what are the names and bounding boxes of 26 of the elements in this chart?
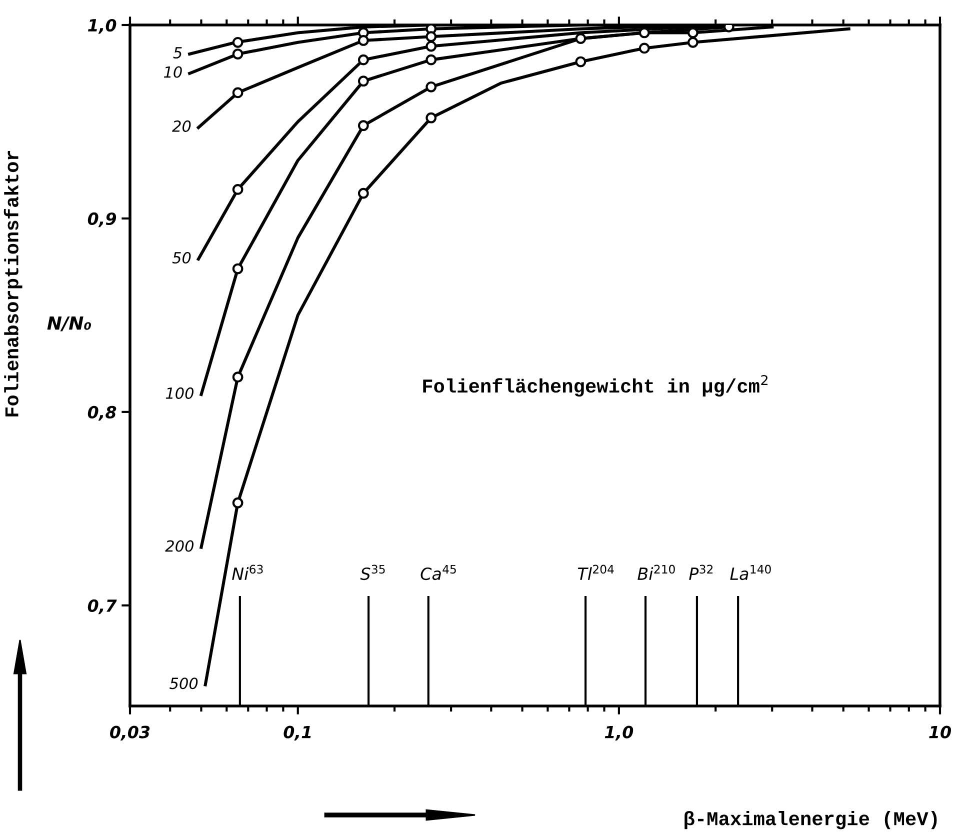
series-label: 200 <box>165 540 194 552</box>
ref-line-label: La$^{140}$ <box>730 564 771 580</box>
series-label: 5 <box>173 47 182 58</box>
ref-line-label: Ni$^{63}$ <box>232 564 263 580</box>
x-tick-label: 1,0 <box>604 726 634 740</box>
x-tick-label: 10 <box>929 726 952 738</box>
annotation: Folienflächengewicht in µg/cm$^{2}$ <box>423 374 768 397</box>
series-label: 50 <box>172 252 191 264</box>
ref-line-label: S$^{35}$ <box>360 564 385 580</box>
y-tick-label: 0,9 <box>88 212 116 228</box>
x-tick-label: 0,03 <box>110 726 150 740</box>
y-axis-title: Folienabsorptionsfaktor <box>4 151 22 416</box>
series-label: 500 <box>170 678 198 690</box>
y-tick-label: 0,7 <box>88 599 117 614</box>
x-axis-title: β-Maximalenergie (MeV) <box>684 811 937 830</box>
ref-line-label: Ca$^{45}$ <box>420 564 456 580</box>
text: N/N₀ <box>47 316 92 332</box>
series-label: 10 <box>164 66 182 78</box>
x-tick-label: 0,1 <box>284 726 311 740</box>
ref-line-label: P$^{32}$ <box>689 564 713 580</box>
ref-line-label: Tl$^{204}$ <box>578 564 614 580</box>
series-label: 20 <box>172 120 191 132</box>
series-label: 100 <box>166 387 194 399</box>
y-tick-label: 0,8 <box>88 406 116 421</box>
y-tick-label: 1,0 <box>88 18 116 34</box>
ref-line-label: Bi$^{210}$ <box>638 564 675 580</box>
